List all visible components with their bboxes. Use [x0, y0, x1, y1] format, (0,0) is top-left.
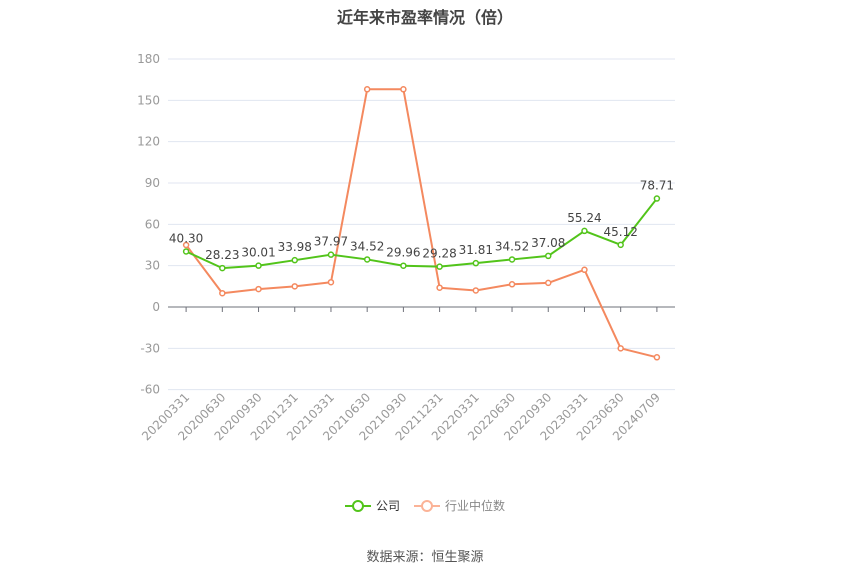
y-tick-label: 60 [145, 217, 160, 231]
legend-item-industry-median[interactable]: 行业中位数 [414, 497, 505, 514]
series-lines [182, 86, 661, 361]
y-tick-label: 30 [145, 259, 160, 273]
industry-median-line [185, 88, 658, 359]
y-tick-label: 0 [152, 300, 160, 314]
data-label: 33.98 [278, 240, 312, 254]
y-tick-label: -60 [140, 383, 160, 397]
company-point[interactable] [545, 252, 552, 260]
data-label: 55.24 [567, 211, 601, 225]
company-point[interactable] [472, 259, 480, 267]
x-axis: 2020033120200630202009302020123120210331… [139, 306, 675, 443]
legend-item-company[interactable]: 公司 [344, 497, 400, 514]
legend: 公司 行业中位数 [0, 497, 850, 514]
company-point[interactable] [182, 248, 190, 255]
green-circle-line-icon [344, 499, 371, 512]
industry-median-point[interactable] [182, 241, 190, 249]
data-label: 34.52 [495, 239, 529, 253]
industry-median-point[interactable] [472, 287, 480, 294]
y-tick-label: 180 [137, 52, 160, 66]
y-tick-label: 90 [145, 176, 160, 190]
data-label: 31.81 [459, 243, 493, 257]
industry-median-point[interactable] [617, 345, 624, 352]
data-label: 30.01 [241, 246, 275, 260]
data-label: 28.23 [205, 248, 239, 262]
data-label: 37.97 [314, 235, 348, 249]
data-source: 数据来源：恒生聚源 [366, 550, 484, 565]
data-label: 37.08 [531, 236, 565, 250]
y-tick-label: 120 [137, 135, 160, 149]
company-point[interactable] [255, 262, 262, 269]
data-label: 40.30 [169, 231, 203, 245]
company-point[interactable] [508, 256, 516, 263]
data-label: 29.28 [422, 247, 456, 261]
industry-median-point[interactable] [255, 285, 262, 293]
company-point[interactable] [219, 264, 226, 272]
industry-median-point[interactable] [545, 279, 552, 287]
company-line [185, 197, 658, 270]
company-point[interactable] [617, 241, 624, 249]
data-label: 34.52 [350, 239, 384, 253]
data-label: 78.71 [640, 179, 674, 193]
y-tick-label: -30 [140, 341, 160, 355]
company-point[interactable] [436, 263, 443, 270]
industry-median-point[interactable] [653, 354, 661, 361]
industry-median-point[interactable] [508, 281, 516, 288]
y-axis: -60 -30 0 30 60 90 120 150 180 [137, 52, 160, 397]
industry-median-point[interactable] [291, 283, 298, 290]
industry-median-point[interactable] [219, 289, 226, 297]
company-point[interactable] [400, 262, 407, 269]
industry-median-point[interactable] [436, 284, 443, 291]
orange-circle-line-icon [414, 499, 440, 512]
company-point[interactable] [291, 256, 298, 264]
line-chart: -60 -30 0 30 60 90 120 150 180 20200331202006302… [137, 52, 675, 443]
industry-median-point[interactable] [400, 86, 407, 93]
legend-label-industry-median: 行业中位数 [445, 499, 506, 513]
data-label: 45.12 [603, 225, 637, 239]
company-point[interactable] [363, 256, 371, 263]
industry-median-point[interactable] [363, 86, 371, 93]
company-point[interactable] [327, 251, 335, 258]
company-point[interactable] [581, 227, 588, 235]
legend-label-company: 公司 [375, 499, 400, 513]
company-point[interactable] [653, 195, 661, 202]
chart-title: 近年来市盈率情况（倍） [336, 8, 513, 27]
y-tick-label: 150 [137, 93, 160, 107]
data-label: 29.96 [386, 246, 420, 260]
industry-median-point[interactable] [581, 266, 588, 274]
industry-median-point[interactable] [327, 278, 335, 286]
